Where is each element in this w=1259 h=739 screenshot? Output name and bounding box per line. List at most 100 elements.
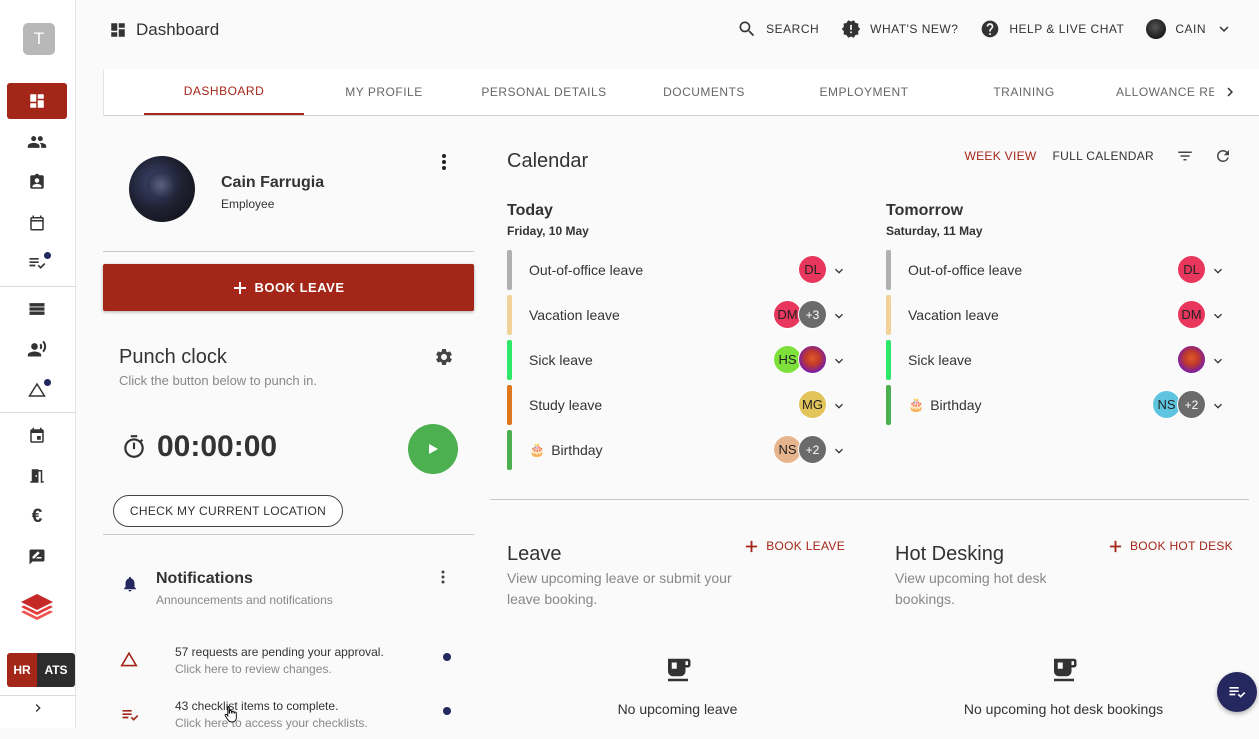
- chevron-down-icon[interactable]: [1210, 308, 1226, 324]
- warning-triangle-icon: [120, 651, 138, 667]
- tab-personal-details[interactable]: PERSONAL DETAILS: [481, 85, 607, 99]
- rail-checklists[interactable]: [7, 245, 67, 281]
- left-rail: T € HR ATS: [0, 0, 76, 728]
- chevron-down-icon[interactable]: [831, 353, 847, 369]
- avatar-group[interactable]: DL: [1177, 255, 1206, 284]
- leave-color-bar: [507, 295, 512, 335]
- check-location-button[interactable]: CHECK MY CURRENT LOCATION: [113, 495, 343, 527]
- unread-dot: [443, 653, 451, 661]
- tab-my-profile[interactable]: MY PROFILE: [345, 85, 423, 99]
- rail-contacts[interactable]: [7, 164, 67, 200]
- dashboard-icon: [28, 92, 46, 110]
- chevron-down-icon[interactable]: [1210, 353, 1226, 369]
- rail-feedback[interactable]: [7, 539, 67, 575]
- notification-item[interactable]: 43 checklist items to complete. Click he…: [103, 699, 474, 739]
- ats-module[interactable]: ATS: [37, 653, 75, 687]
- euro-icon: €: [31, 506, 43, 527]
- leave-type-label: Study leave: [529, 397, 602, 413]
- chevron-down-icon[interactable]: [831, 398, 847, 414]
- rail-events[interactable]: [7, 418, 67, 454]
- warning-triangle-icon: [28, 381, 46, 399]
- contact-card-icon: [28, 173, 46, 191]
- leave-type-row[interactable]: 🎂 Birthday NS +2: [507, 430, 847, 470]
- whats-new-button[interactable]: WHAT'S NEW?: [841, 19, 958, 39]
- rail-list[interactable]: [7, 291, 67, 327]
- notification-item[interactable]: 57 requests are pending your approval. C…: [103, 645, 474, 685]
- search-button[interactable]: SEARCH: [737, 19, 819, 39]
- leave-type-label: 🎂 Birthday: [529, 442, 603, 458]
- leave-type-text: Out-of-office leave: [529, 262, 644, 278]
- book-leave-link[interactable]: BOOK LEAVE: [745, 539, 845, 553]
- rail-dashboard[interactable]: [7, 83, 67, 119]
- avatar-group[interactable]: DM +3: [773, 300, 827, 329]
- punch-clock-card: Punch clock Click the button below to pu…: [103, 330, 474, 535]
- leave-type-row[interactable]: Out-of-office leave DL: [507, 250, 847, 290]
- avatar-group[interactable]: DM: [1177, 300, 1206, 329]
- chevron-right-icon[interactable]: [30, 700, 46, 716]
- more-vert-icon[interactable]: [439, 153, 449, 171]
- avatar-group[interactable]: NS +2: [773, 435, 827, 464]
- rail-warnings[interactable]: [7, 372, 67, 408]
- gear-icon[interactable]: [434, 347, 454, 367]
- chevron-down-icon[interactable]: [831, 308, 847, 324]
- week-view-button[interactable]: WEEK VIEW: [964, 149, 1037, 163]
- leave-type-row[interactable]: Sick leave HS: [507, 340, 847, 380]
- checklist-icon: [1227, 682, 1247, 702]
- avatar-group[interactable]: HS: [773, 345, 827, 374]
- plus-icon: [745, 540, 758, 553]
- profile-photo: [129, 156, 195, 222]
- leave-type-row[interactable]: Sick leave: [886, 340, 1226, 380]
- book-leave-button[interactable]: BOOK LEAVE: [103, 264, 474, 311]
- hr-module[interactable]: HR: [7, 653, 37, 687]
- tab-allowance-requests[interactable]: ALLOWANCE REQ: [1116, 85, 1214, 99]
- rail-calendar[interactable]: [7, 205, 67, 241]
- avatar: NS: [773, 435, 802, 464]
- avatar-group[interactable]: [1177, 345, 1206, 374]
- more-vert-icon[interactable]: [439, 570, 447, 584]
- chevron-right-icon[interactable]: [1221, 83, 1239, 101]
- leave-type-row[interactable]: Study leave MG: [507, 385, 847, 425]
- today-heading: Today: [507, 202, 553, 219]
- leave-type-label: Sick leave: [908, 352, 972, 368]
- avatar-group[interactable]: MG: [798, 390, 827, 419]
- chevron-down-icon[interactable]: [1210, 263, 1226, 279]
- module-switcher[interactable]: HR ATS: [7, 653, 75, 687]
- rail-speaking[interactable]: [7, 331, 67, 367]
- avatar-group[interactable]: NS +2: [1152, 390, 1206, 419]
- calendar-today: Today Friday, 10 May: [507, 202, 857, 238]
- leave-type-row[interactable]: Vacation leave DM: [886, 295, 1226, 335]
- tab-dashboard[interactable]: DASHBOARD: [144, 69, 304, 115]
- chevron-down-icon[interactable]: [1210, 398, 1226, 414]
- leave-type-row[interactable]: 🎂 Birthday NS +2: [886, 385, 1226, 425]
- help-chat-button[interactable]: HELP & LIVE CHAT: [980, 19, 1124, 39]
- tab-employment[interactable]: EMPLOYMENT: [819, 85, 909, 99]
- rail-people[interactable]: [7, 124, 67, 160]
- full-calendar-button[interactable]: FULL CALENDAR: [1052, 149, 1154, 163]
- play-icon: [427, 443, 439, 455]
- leave-type-label: Vacation leave: [529, 307, 620, 323]
- avatar-overflow-count: +2: [1177, 390, 1206, 419]
- rail-layers[interactable]: [7, 589, 67, 625]
- chevron-down-icon[interactable]: [831, 263, 847, 279]
- tab-training[interactable]: TRAINING: [993, 85, 1055, 99]
- notifications-title: Notifications: [156, 570, 253, 587]
- checklist-fab[interactable]: [1217, 672, 1257, 712]
- refresh-icon[interactable]: [1214, 147, 1232, 165]
- org-avatar[interactable]: T: [23, 23, 55, 55]
- punch-in-button[interactable]: [408, 424, 458, 474]
- view-list-icon: [27, 299, 47, 319]
- leave-color-bar: [886, 385, 891, 425]
- plus-icon: [233, 281, 247, 295]
- book-hot-desk-link[interactable]: BOOK HOT DESK: [1109, 539, 1233, 553]
- leave-type-row[interactable]: Out-of-office leave DL: [886, 250, 1226, 290]
- chevron-down-icon[interactable]: [831, 443, 847, 459]
- rail-finance[interactable]: €: [7, 499, 67, 535]
- user-menu[interactable]: CAIN: [1146, 19, 1233, 39]
- leave-type-row[interactable]: Vacation leave DM +3: [507, 295, 847, 335]
- tab-documents[interactable]: DOCUMENTS: [663, 85, 745, 99]
- punch-title: Punch clock: [119, 346, 227, 368]
- avatar-group[interactable]: DL: [798, 255, 827, 284]
- filter-icon[interactable]: [1176, 147, 1194, 165]
- rail-doors[interactable]: [7, 458, 67, 494]
- avatar-overflow-count: +3: [798, 300, 827, 329]
